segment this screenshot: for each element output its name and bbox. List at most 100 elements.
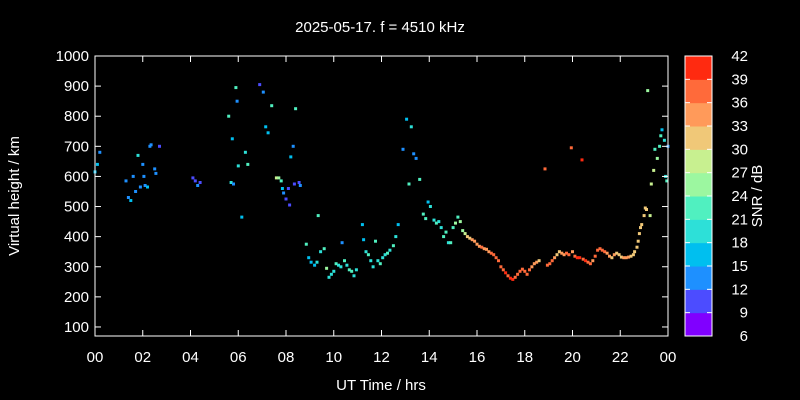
- data-point: [461, 229, 465, 233]
- data-point: [153, 167, 157, 171]
- x-tick-label: 08: [278, 349, 295, 366]
- data-point: [261, 90, 265, 94]
- data-point: [229, 181, 233, 184]
- colorbar-segment: [685, 126, 712, 150]
- data-point: [550, 259, 554, 263]
- data-point: [412, 152, 416, 156]
- data-point: [366, 253, 370, 257]
- data-point: [396, 223, 400, 227]
- colorbar-tick-label: 42: [731, 48, 748, 65]
- y-tick-label: 600: [64, 168, 89, 185]
- data-point: [191, 176, 195, 180]
- y-tick-label: 1000: [56, 48, 89, 65]
- data-point: [518, 269, 522, 273]
- data-point: [586, 260, 590, 264]
- data-point: [316, 214, 320, 218]
- colorbar-tick-label: 27: [731, 165, 748, 182]
- data-point: [329, 272, 333, 276]
- data-point: [95, 162, 99, 166]
- data-point: [637, 232, 641, 236]
- data-point: [362, 238, 366, 242]
- data-point: [340, 241, 344, 245]
- data-point: [439, 226, 443, 230]
- data-point: [288, 203, 292, 207]
- plot-area-frame: [94, 55, 669, 337]
- data-point: [562, 253, 566, 257]
- data-point: [532, 262, 536, 266]
- data-point: [309, 260, 313, 264]
- x-tick-label: 10: [325, 349, 342, 366]
- data-point: [154, 171, 158, 175]
- data-point: [648, 214, 652, 218]
- y-tick-label: 200: [64, 289, 89, 306]
- data-point: [653, 147, 657, 151]
- data-point: [458, 220, 462, 224]
- data-point: [297, 181, 301, 184]
- data-point: [337, 263, 340, 267]
- data-point: [360, 223, 364, 227]
- x-tick-label: 16: [469, 349, 486, 366]
- data-point: [146, 185, 149, 189]
- data-point: [581, 257, 585, 261]
- data-point: [294, 107, 298, 111]
- data-point: [575, 256, 579, 260]
- colorbar-segment: [685, 172, 712, 197]
- data-point: [492, 253, 496, 257]
- data-point: [468, 236, 472, 240]
- data-point: [530, 265, 534, 269]
- data-point: [470, 238, 474, 242]
- data-point: [378, 262, 382, 266]
- data-point: [456, 215, 460, 219]
- data-point: [414, 156, 418, 160]
- colorbar-tick-label: 24: [731, 188, 748, 205]
- x-tick-label: 02: [134, 349, 151, 366]
- data-point: [364, 250, 368, 254]
- data-point: [520, 267, 524, 271]
- data-point: [624, 256, 628, 260]
- data-point: [446, 241, 450, 245]
- data-point: [646, 89, 650, 93]
- data-point: [352, 274, 356, 278]
- data-point: [665, 179, 669, 183]
- data-point: [313, 263, 317, 267]
- data-point: [421, 212, 425, 216]
- data-point: [196, 184, 200, 187]
- data-point: [617, 253, 621, 257]
- data-point: [535, 260, 539, 264]
- data-point: [334, 262, 338, 266]
- data-points: [93, 83, 670, 281]
- colorbar-segment: [685, 56, 712, 80]
- data-point: [553, 256, 557, 260]
- y-axis-ticks: 100 200 300 400 500 600 700 800 900 1000: [56, 48, 668, 336]
- data-point: [633, 250, 637, 254]
- data-point: [482, 247, 486, 251]
- data-point: [149, 143, 153, 147]
- data-point: [557, 250, 561, 254]
- colorbar-tick-label: 15: [731, 258, 748, 275]
- data-point: [141, 162, 145, 166]
- data-point: [198, 181, 202, 184]
- data-point: [325, 266, 329, 270]
- data-point: [327, 275, 331, 279]
- data-point: [158, 144, 161, 148]
- colorbar-tick-label: 9: [740, 305, 748, 322]
- data-point: [494, 256, 498, 260]
- colorbar-segment: [685, 149, 712, 174]
- data-point: [537, 259, 541, 263]
- data-point: [193, 179, 197, 183]
- data-point: [652, 168, 656, 172]
- data-point: [642, 214, 646, 218]
- data-point: [376, 259, 380, 263]
- y-tick-label: 700: [64, 138, 89, 155]
- data-point: [264, 125, 268, 129]
- data-point: [454, 221, 457, 225]
- colorbar-segment: [685, 242, 712, 267]
- data-point: [381, 256, 385, 260]
- x-tick-label: 00: [660, 349, 677, 366]
- data-point: [307, 256, 311, 260]
- data-point: [124, 179, 128, 183]
- data-point: [600, 248, 604, 252]
- data-point: [511, 277, 515, 281]
- data-point: [497, 259, 500, 263]
